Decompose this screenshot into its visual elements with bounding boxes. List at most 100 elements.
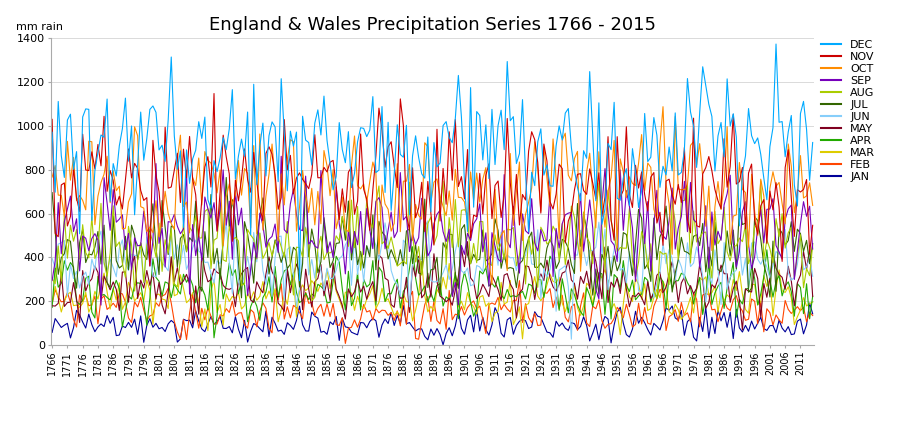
JUL [221,175,232,180]
FEB [355,316,366,321]
JAN [574,324,585,329]
JUN [172,242,183,248]
SEP [492,256,503,261]
APR [492,274,503,279]
OCT [172,157,183,162]
MAY [782,264,793,269]
SEP [367,246,378,251]
Line: AUG: AUG [52,181,811,301]
AUG [364,220,375,225]
JUL [47,190,58,195]
DEC [574,198,585,203]
MAR [489,311,500,316]
NOV [806,223,817,228]
APR [172,287,183,292]
OCT [574,269,585,274]
Text: mm rain: mm rain [17,22,63,32]
AUG [754,179,766,184]
JUN [230,218,241,223]
JUL [172,264,183,269]
JUN [806,274,817,279]
Line: APR: APR [52,247,811,338]
JUN [355,250,366,255]
JUL [236,295,247,300]
AUG [47,276,58,281]
MAY [461,239,472,244]
Line: SEP: SEP [52,156,811,305]
AUG [355,268,366,273]
Title: England & Wales Precipitation Series 1766 - 2015: England & Wales Precipitation Series 176… [209,16,655,34]
JUL [367,213,378,218]
DEC [489,162,500,167]
FEB [364,308,375,313]
FEB [514,278,525,283]
JAN [803,301,814,306]
Line: NOV: NOV [52,93,811,266]
AUG [574,257,585,262]
MAY [736,328,747,333]
APR [364,282,375,287]
MAR [577,304,588,309]
MAY [489,280,500,285]
MAR [175,272,186,277]
MAY [352,277,363,282]
MAR [806,299,817,304]
NOV [209,91,220,96]
NOV [144,264,155,269]
DEC [294,278,305,283]
SEP [47,278,58,283]
MAR [516,336,528,341]
JAN [172,340,183,345]
Line: DEC: DEC [52,44,811,281]
JUL [492,228,503,233]
Legend: DEC, NOV, OCT, SEP, AUG, JUL, JUN, MAY, APR, MAR, FEB, JAN: DEC, NOV, OCT, SEP, AUG, JUL, JUN, MAY, … [821,40,874,182]
NOV [367,187,378,192]
FEB [47,301,58,306]
DEC [770,42,781,47]
APR [209,335,220,340]
Line: JUN: JUN [52,221,811,339]
MAY [806,294,817,299]
JAN [778,329,789,334]
NOV [782,147,793,152]
DEC [364,128,375,133]
JUN [577,248,588,253]
OCT [489,187,500,192]
MAR [47,300,58,305]
OCT [782,141,793,147]
SEP [96,303,107,308]
APR [406,244,417,249]
MAY [574,274,585,279]
SEP [276,154,287,159]
JUN [364,250,375,255]
MAY [172,265,183,270]
OCT [352,184,363,189]
AUG [806,242,817,248]
JUL [806,241,817,246]
FEB [339,341,350,346]
OCT [361,200,372,205]
Line: JUL: JUL [52,178,811,298]
APR [577,313,588,318]
DEC [172,167,183,172]
AUG [172,284,183,289]
OCT [47,175,58,180]
FEB [782,307,793,312]
OCT [486,282,497,287]
JAN [361,325,372,330]
Line: FEB: FEB [52,281,811,344]
DEC [355,125,366,130]
JUN [565,337,576,342]
MAR [355,303,366,308]
JUL [577,212,588,217]
NOV [175,200,186,205]
Line: MAY: MAY [52,242,811,330]
JAN [352,332,363,337]
FEB [172,330,183,335]
Line: OCT: OCT [52,107,811,285]
FEB [489,302,500,307]
MAR [165,255,176,260]
DEC [806,140,817,145]
AUG [489,232,500,237]
Line: JAN: JAN [52,303,811,345]
